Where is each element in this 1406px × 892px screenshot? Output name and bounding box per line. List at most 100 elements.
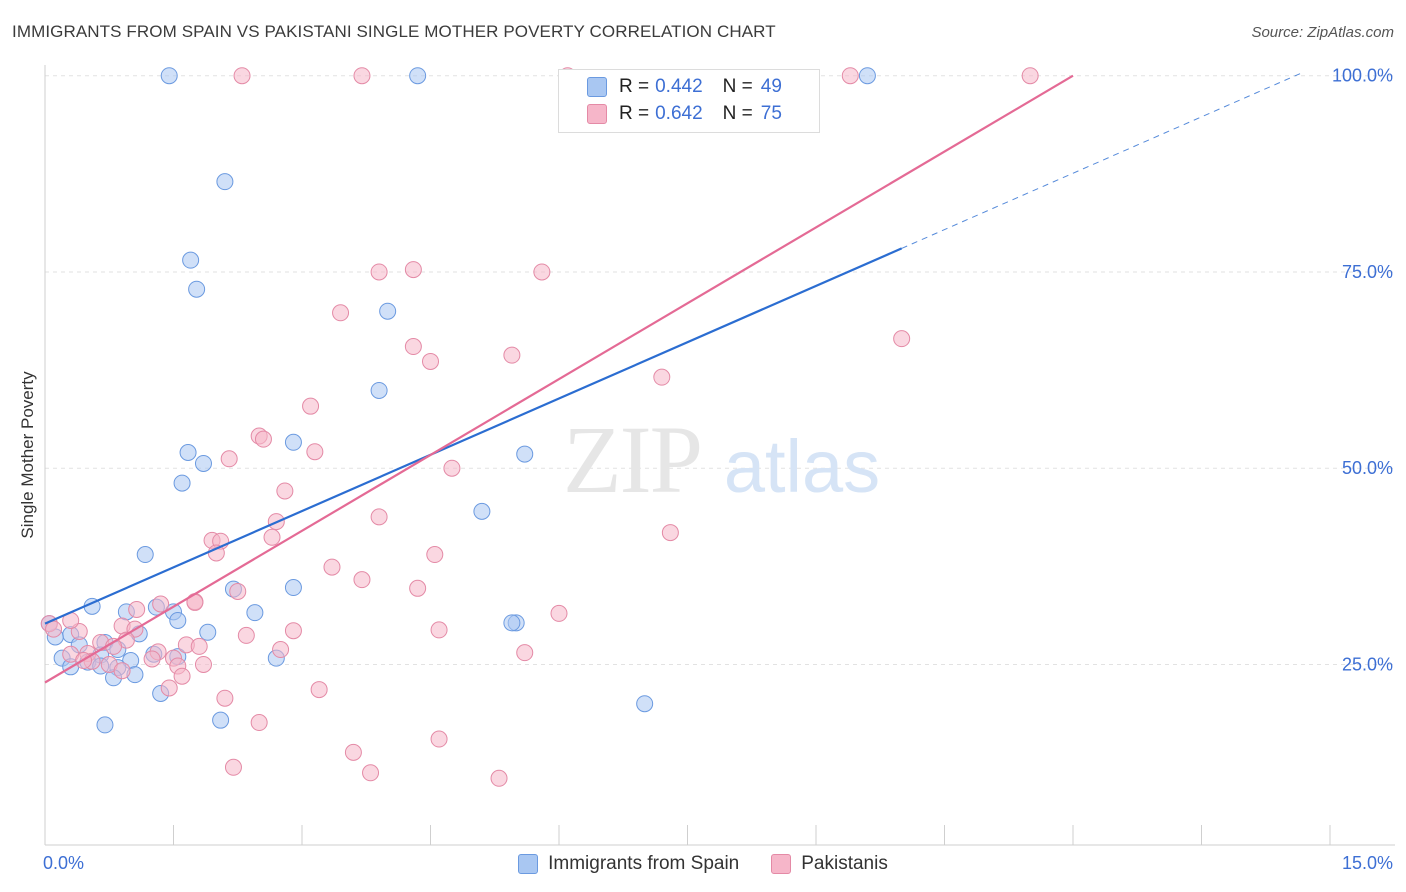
pakistani-point [323, 558, 341, 576]
pakistani-point [190, 637, 208, 655]
y-tick-label: 25.0% [1342, 654, 1393, 674]
y-tick-label: 100.0% [1332, 66, 1393, 86]
spain-point [160, 67, 178, 85]
legend-item-pakistanis[interactable]: Pakistanis [771, 853, 888, 875]
pakistani-point [362, 764, 380, 782]
pakistani-point [344, 743, 362, 761]
stats-legend: R = 0.442 N = 49 R = 0.642 N = 75 [558, 69, 820, 133]
y-axis-label: Single Mother Poverty [18, 371, 37, 539]
y-tick-label: 75.0% [1342, 262, 1393, 282]
pakistani-point [113, 662, 131, 680]
spain-point [858, 67, 876, 85]
source-credit: Source: ZipAtlas.com [1251, 24, 1394, 41]
pakistani-point [353, 571, 371, 589]
pakistani-point [250, 714, 268, 732]
legend-row-pakistanis: R = 0.642 N = 75 [587, 101, 782, 127]
pakistani-point [404, 261, 422, 279]
watermark-atlas: atlas [724, 425, 880, 508]
trendline-solid [44, 247, 903, 625]
spain-point [216, 173, 234, 191]
legend-swatch-pakistanis [587, 104, 607, 124]
tick-labels-layer: 25.0% 50.0% 75.0% 100.0% 0.0% 15.0% [43, 66, 1393, 873]
pakistani-point [430, 621, 448, 639]
x-tick-label: 15.0% [1342, 853, 1393, 873]
spain-point [188, 280, 206, 298]
spain-point [473, 502, 491, 520]
points-layer [40, 67, 1039, 787]
pakistani-point [152, 595, 170, 613]
pakistani-point [503, 346, 521, 364]
trendline-dashed [901, 71, 1305, 249]
pakistani-point [224, 758, 242, 776]
pakistani-point [370, 263, 388, 281]
pakistani-point [443, 459, 461, 477]
legend-r-label: R = [619, 76, 650, 97]
legend-n-value: 49 [760, 76, 782, 97]
axes-layer [44, 65, 1395, 846]
pakistani-point [263, 528, 281, 546]
pakistani-point [302, 397, 320, 415]
spain-point [246, 604, 264, 622]
legend-label-pakistanis: Pakistanis [801, 853, 888, 874]
pakistani-point [426, 546, 444, 564]
pakistani-point [143, 650, 161, 668]
spain-point [96, 716, 114, 734]
pakistani-point [370, 508, 388, 526]
spain-point [370, 381, 388, 399]
pakistani-point [194, 655, 212, 673]
spain-point [182, 251, 200, 269]
pakistani-point [550, 604, 568, 622]
pakistani-point [237, 626, 255, 644]
legend-swatch-pakistanis [771, 854, 792, 874]
pakistani-point [128, 601, 146, 618]
trendlines-layer [44, 71, 1305, 684]
pakistani-point [516, 644, 534, 662]
spain-point [136, 546, 154, 564]
pakistani-point [173, 667, 191, 685]
watermark-zip: ZIP [563, 406, 701, 513]
pakistani-point [490, 769, 508, 787]
spain-point [194, 454, 212, 472]
pakistani-point [533, 263, 551, 281]
spain-point [212, 711, 230, 729]
x-tick-label: 0.0% [43, 853, 84, 873]
legend-n-label: N = [722, 103, 753, 124]
spain-point [199, 623, 217, 641]
grid-layer [45, 75, 1395, 665]
spain-point [516, 445, 534, 463]
spain-point [284, 433, 302, 451]
spain-point [179, 444, 197, 461]
pakistani-point [216, 689, 234, 707]
legend-swatch-spain [587, 77, 607, 97]
pakistani-point [661, 524, 679, 542]
legend-r-value: 0.442 [655, 76, 703, 97]
pakistani-point [422, 352, 439, 370]
legend-label-spain: Immigrants from Spain [548, 853, 740, 874]
pakistani-point [233, 67, 251, 85]
legend-item-spain[interactable]: Immigrants from Spain [518, 853, 739, 875]
legend-r-label: R = [619, 103, 650, 124]
pakistani-point [45, 620, 63, 638]
pakistani-point [254, 430, 272, 448]
legend-n-label: N = [722, 76, 753, 97]
pakistani-point [276, 482, 294, 500]
pakistani-point [1021, 67, 1039, 85]
pakistani-point [229, 582, 247, 600]
pakistani-point [404, 338, 422, 356]
pakistani-point [306, 443, 324, 461]
pakistani-point [353, 67, 371, 85]
pakistani-point [430, 730, 448, 748]
pakistani-point [284, 622, 302, 640]
pakistani-point [272, 641, 290, 659]
chart-title: IMMIGRANTS FROM SPAIN VS PAKISTANI SINGL… [12, 22, 776, 41]
legend-swatch-spain [518, 854, 539, 874]
spain-point [284, 579, 302, 597]
spain-point [503, 614, 521, 632]
pakistani-point [653, 368, 671, 386]
spain-point [409, 67, 427, 85]
legend-row-spain: R = 0.442 N = 49 [587, 74, 782, 100]
spain-point [169, 611, 187, 629]
pakistani-point [893, 330, 911, 348]
legend-r-value: 0.642 [655, 103, 703, 124]
